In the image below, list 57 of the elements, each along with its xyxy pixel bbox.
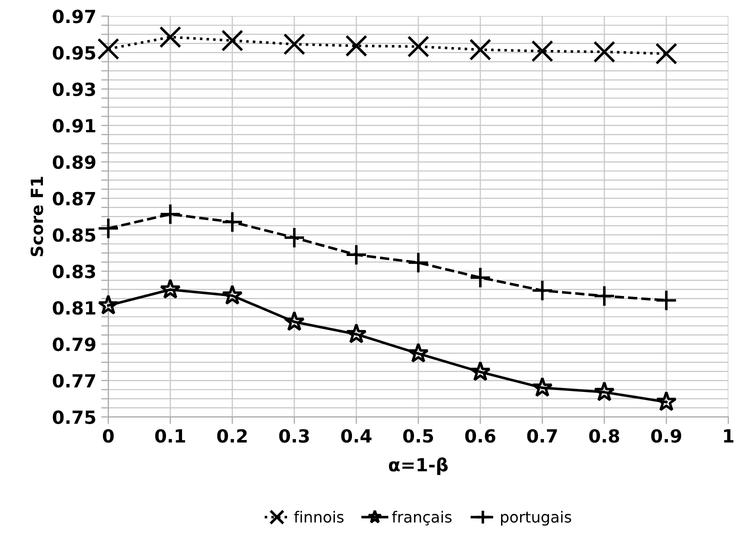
point [469, 266, 492, 289]
point [284, 310, 305, 331]
x-tick-label: 0.7 [527, 429, 557, 443]
point [593, 40, 616, 63]
x-tick-label: 0.5 [403, 429, 434, 443]
point [345, 34, 368, 57]
point [160, 278, 181, 299]
y-tick-label: 0.93 [52, 82, 96, 96]
x-tick-label: 0.3 [279, 429, 309, 443]
y-axis-title: Score F1 [30, 176, 44, 256]
point [655, 289, 678, 312]
y-tick-label: 0.75 [52, 410, 96, 424]
y-tick-label: 0.87 [52, 192, 96, 206]
point [593, 285, 616, 307]
x-tick-label: 0.4 [341, 429, 372, 443]
point [159, 26, 182, 48]
x-tick-label: 0 [102, 429, 114, 443]
point [407, 252, 430, 274]
point [159, 203, 182, 226]
point [655, 42, 678, 65]
point [532, 376, 553, 397]
legend-label: portugais [501, 510, 572, 526]
x-tick-label: 0.8 [589, 429, 620, 443]
point [97, 38, 120, 60]
y-tick-label: 0.81 [52, 301, 96, 315]
x-tick-label: 1 [724, 429, 734, 442]
y-tick-label: 0.97 [52, 10, 96, 24]
point [97, 217, 120, 240]
y-tick-label: 0.77 [52, 374, 96, 388]
y-tick-label: 0.89 [52, 155, 96, 170]
x-tick-label: 0.1 [155, 429, 186, 443]
point [531, 280, 554, 302]
legend-label: français [392, 510, 452, 526]
y-tick-label: 0.91 [52, 118, 96, 133]
point [222, 284, 243, 305]
y-tick-label: 0.95 [52, 46, 96, 60]
point [283, 226, 306, 249]
point [656, 391, 677, 412]
point [408, 342, 429, 363]
x-tick-label: 0.6 [465, 429, 496, 443]
x-axis-title: α=1-β [388, 457, 448, 476]
point [531, 40, 554, 62]
point [407, 36, 430, 58]
legend-label: finnois [294, 510, 344, 523]
point [98, 294, 119, 315]
point [346, 323, 367, 344]
y-tick-label: 0.85 [52, 228, 96, 242]
x-tick-label: 0.2 [217, 429, 247, 443]
point [221, 30, 244, 52]
point [469, 38, 492, 61]
point [470, 360, 491, 382]
point [221, 211, 244, 233]
point [283, 33, 306, 56]
point [594, 381, 615, 402]
y-tick-label: 0.79 [52, 338, 96, 352]
x-tick-label: 0.9 [651, 429, 682, 443]
y-tick-label: 0.83 [52, 264, 96, 278]
